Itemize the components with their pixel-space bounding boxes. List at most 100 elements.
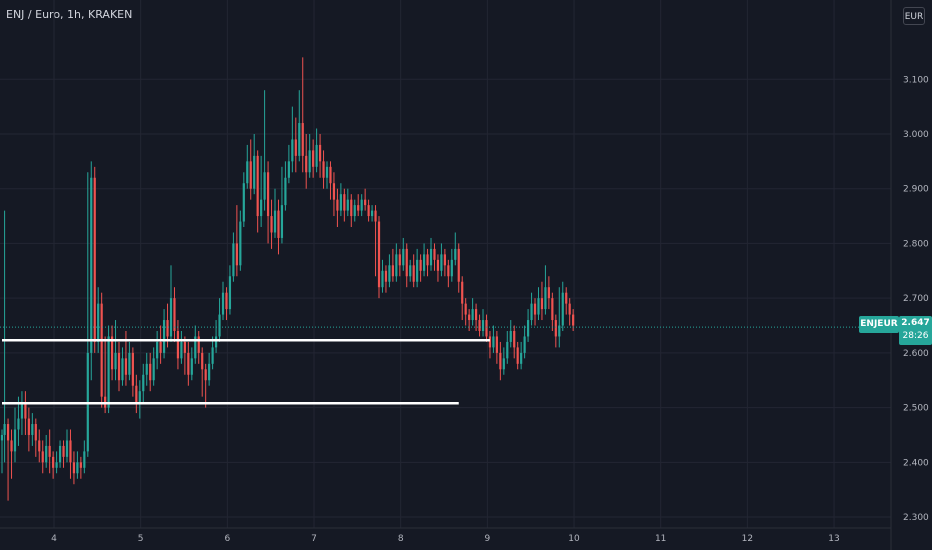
candle-body	[516, 347, 519, 364]
candle-body	[142, 374, 145, 392]
candle-body	[201, 352, 204, 370]
candle-body	[197, 336, 200, 353]
currency-button[interactable]: EUR	[903, 7, 925, 25]
candle-body	[17, 418, 20, 430]
candle-body	[561, 292, 564, 326]
candle-body	[239, 221, 242, 266]
candle-body	[305, 155, 308, 173]
candle-body	[558, 325, 561, 337]
candle-body	[291, 139, 294, 162]
candle-body	[433, 248, 436, 260]
candle-body	[506, 341, 509, 359]
candle-body	[422, 254, 426, 271]
candle-body	[114, 352, 117, 370]
x-tick-label: 4	[51, 534, 57, 544]
y-tick-label: 2.700	[903, 294, 929, 304]
candle-body	[162, 320, 166, 353]
candle-body	[436, 259, 440, 271]
candle-body	[346, 199, 349, 211]
candle-body	[235, 243, 238, 266]
candle-body	[336, 199, 339, 211]
candle-body	[65, 440, 69, 457]
candle-body	[266, 172, 270, 217]
candle-body	[90, 177, 93, 353]
candle-body	[377, 221, 381, 288]
candle-body	[277, 210, 280, 238]
candle-body	[381, 270, 384, 288]
candle-body	[214, 336, 218, 348]
x-tick-label: 8	[398, 534, 404, 544]
candle-body	[249, 161, 252, 189]
x-tick-label: 10	[568, 534, 580, 544]
candle-body	[159, 341, 162, 353]
candle-body	[488, 336, 492, 348]
symbol-tag: ENJEUR	[859, 316, 899, 333]
candle-body	[526, 320, 530, 337]
y-tick-label: 3.100	[903, 75, 929, 85]
candle-body	[450, 259, 453, 277]
candle-body	[187, 352, 190, 375]
candle-body	[124, 358, 128, 375]
candle-body	[540, 298, 544, 310]
candle-body	[72, 462, 76, 474]
candle-body	[544, 287, 547, 310]
candle-body	[395, 254, 398, 277]
candle-body	[135, 385, 138, 403]
candle-body	[322, 161, 325, 178]
y-tick-label: 3.000	[903, 130, 929, 140]
candle-body	[471, 309, 474, 321]
candle-body	[3, 424, 6, 435]
candle-body	[176, 330, 180, 359]
candle-body	[416, 259, 419, 282]
candle-body	[41, 451, 44, 463]
candle-body	[315, 144, 318, 167]
candle-body	[547, 287, 550, 299]
candle-body	[117, 352, 121, 381]
candle-body	[572, 314, 575, 326]
candle-body	[232, 243, 235, 277]
candle-body	[58, 445, 62, 463]
candle-body	[246, 161, 249, 184]
candle-body	[211, 347, 214, 364]
candle-body	[419, 259, 422, 271]
candle-body	[350, 199, 353, 217]
candle-body	[107, 336, 110, 408]
candle-body	[173, 298, 176, 331]
candle-body	[128, 352, 131, 375]
candle-body	[520, 352, 523, 364]
candle-body	[221, 292, 225, 315]
candle-body	[554, 320, 557, 337]
candle-body	[478, 320, 481, 331]
chart-title: ENJ / Euro, 1h, KRAKEN	[6, 8, 133, 21]
candle-body	[62, 445, 65, 457]
candle-body	[13, 429, 17, 452]
candle-body	[169, 298, 173, 337]
candle-body	[568, 303, 571, 315]
candle-body	[353, 205, 356, 217]
last-price-badge: 2.647 28:26	[899, 316, 932, 345]
candle-body	[343, 194, 346, 211]
candle-body	[20, 402, 24, 419]
candle-body	[481, 320, 485, 331]
candle-body	[183, 341, 186, 353]
candle-body	[391, 265, 394, 277]
candle-body	[318, 144, 322, 162]
candle-body	[384, 270, 388, 282]
candle-body	[93, 177, 96, 342]
candle-body	[447, 265, 450, 277]
x-tick-label: 11	[655, 534, 666, 544]
candle-body	[218, 314, 221, 337]
candle-body	[464, 303, 467, 315]
candle-body	[329, 166, 332, 184]
y-tick-label: 2.400	[903, 458, 929, 468]
candle-body	[360, 199, 363, 211]
candle-body	[204, 369, 207, 381]
candle-body	[405, 248, 408, 277]
x-tick-label: 12	[742, 534, 753, 544]
candle-body	[194, 336, 197, 359]
candle-body	[152, 358, 155, 381]
candle-body	[100, 303, 103, 397]
candle-body	[367, 205, 370, 217]
candle-body	[149, 363, 152, 381]
